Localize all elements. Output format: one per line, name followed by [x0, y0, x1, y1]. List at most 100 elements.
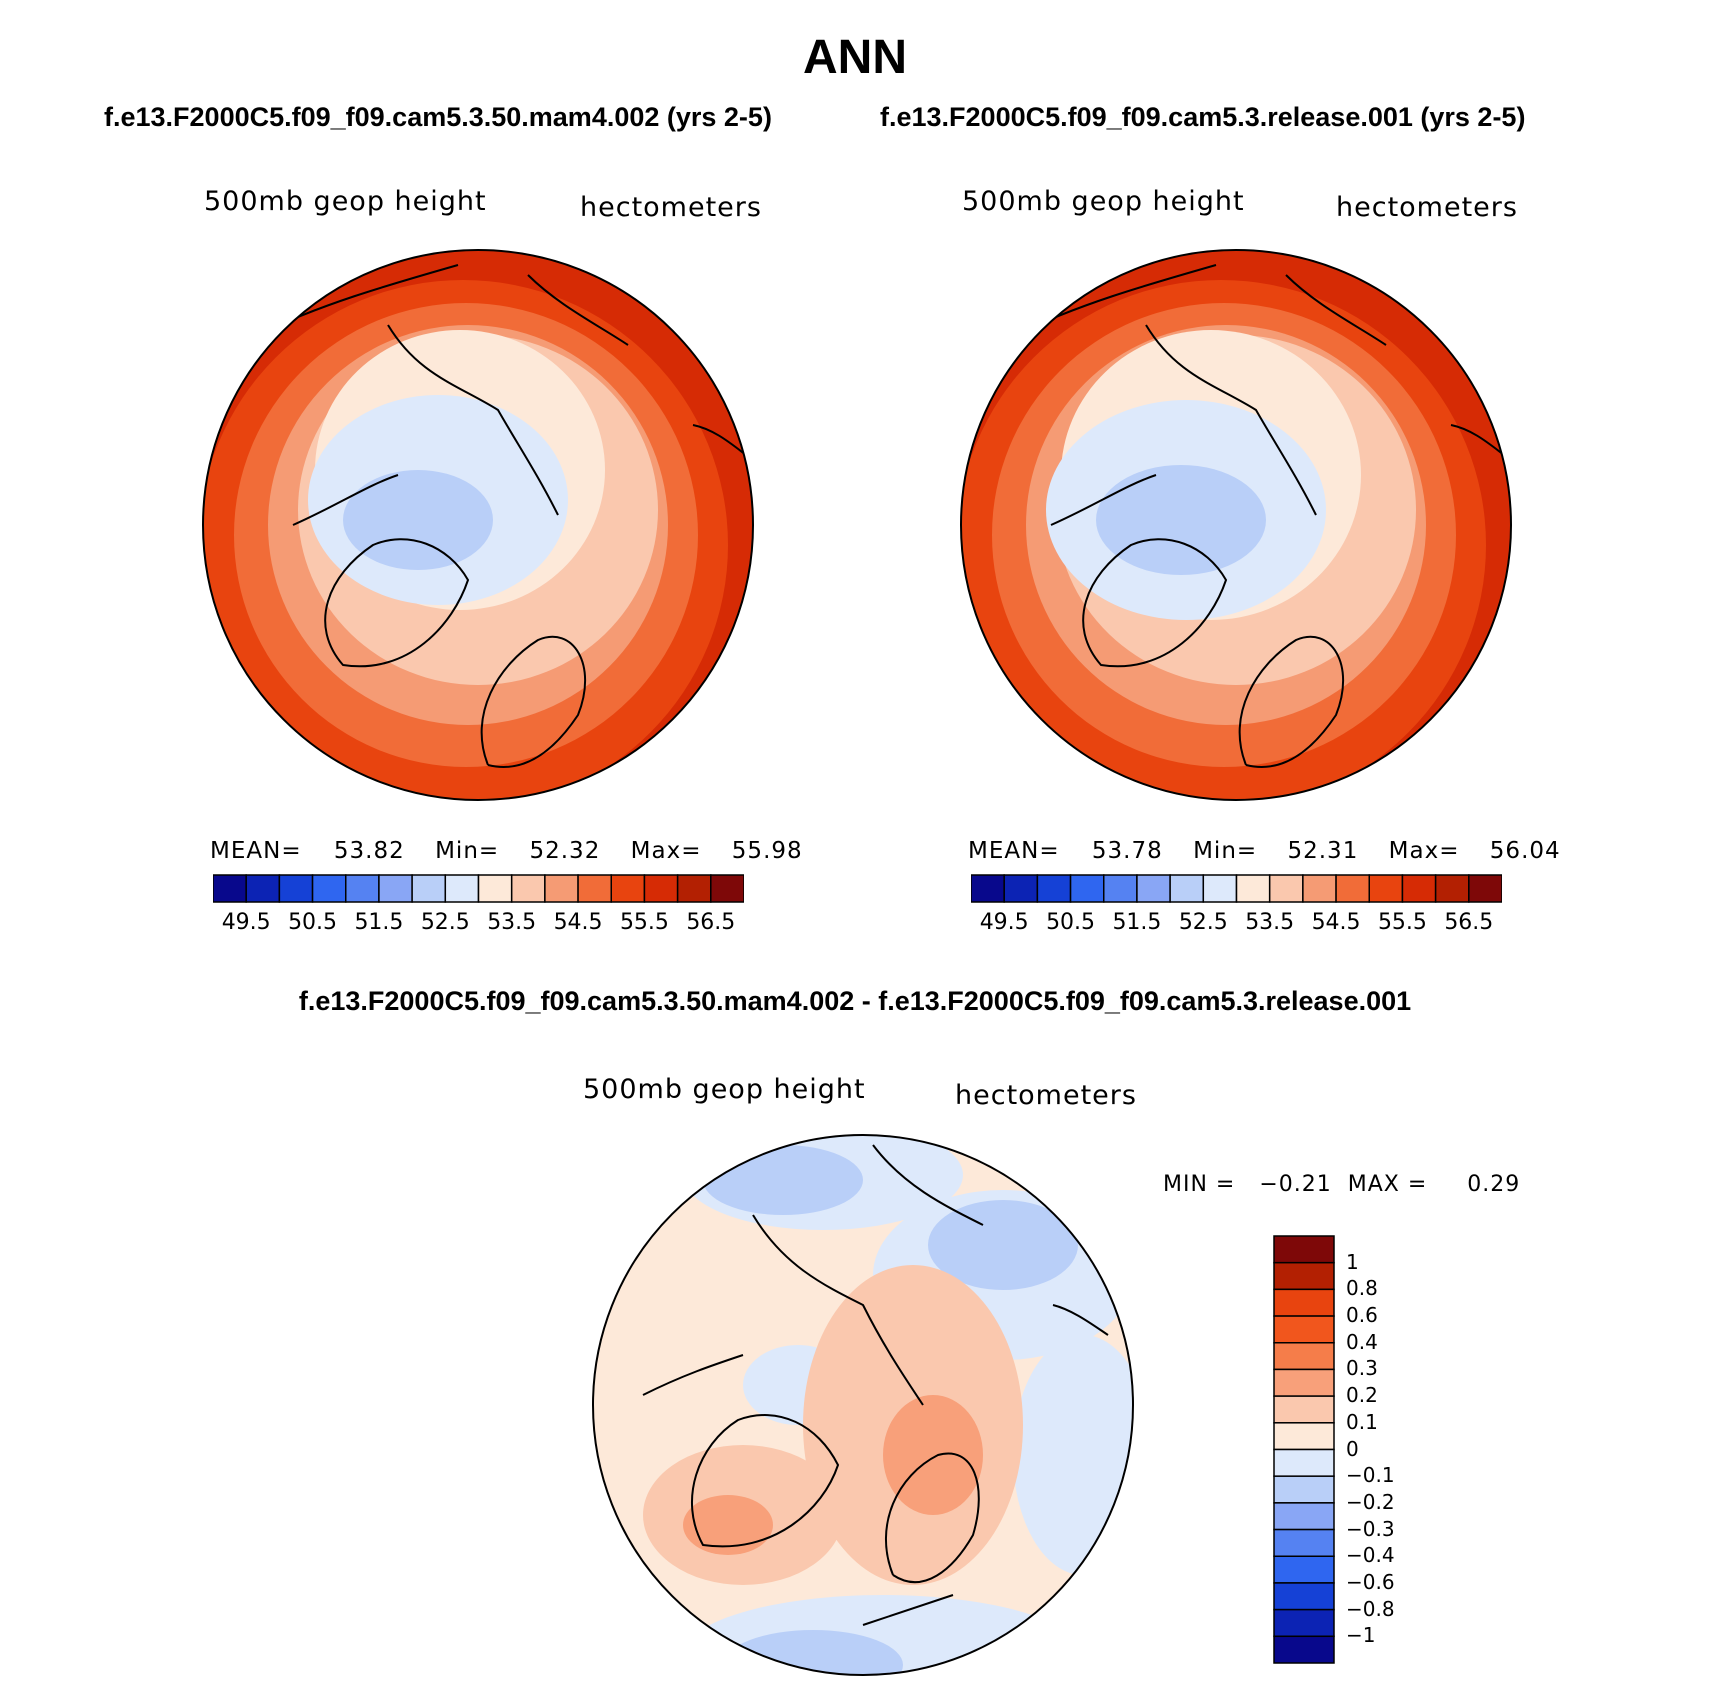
- panel2-variable: 500mb geop height: [962, 186, 1245, 217]
- colorbar-swatch: [510, 874, 546, 903]
- panel2-mean: 53.78: [1091, 838, 1163, 864]
- panel2-max-label: Max=: [1388, 838, 1460, 864]
- colorbar-swatch: [1468, 874, 1502, 903]
- colorbar-swatch: [1273, 1448, 1335, 1477]
- colorbar-label: 50.5: [1046, 910, 1096, 935]
- colorbar-label: 49.5: [979, 910, 1029, 935]
- colorbar-label: 0.8: [1346, 1276, 1378, 1301]
- colorbar-label: 54.5: [553, 910, 603, 935]
- panel2-map: [960, 249, 1512, 801]
- colorbar-swatch: [1273, 1261, 1335, 1291]
- panel2-band-52: [1096, 465, 1266, 575]
- colorbar-label: −0.3: [1346, 1516, 1395, 1541]
- panel2-units: hectometers: [1336, 192, 1518, 223]
- colorbar-swatch: [1273, 1528, 1335, 1557]
- panel1-colorbar-labels: 49.5 50.5 51.5 52.5 53.5 54.5 55.5 56.5: [195, 910, 765, 942]
- season-title: ANN: [803, 31, 907, 84]
- colorbar-swatch: [1368, 874, 1404, 903]
- panel1-max: 55.98: [731, 838, 803, 864]
- colorbar-swatch: [1003, 874, 1039, 903]
- colorbar-label: 51.5: [354, 910, 404, 935]
- diff-title: f.e13.F2000C5.f09_f09.cam5.3.50.mam4.002…: [298, 986, 1412, 1016]
- colorbar-label: −0.6: [1346, 1569, 1395, 1594]
- panel1-coastlines: [257, 264, 753, 768]
- colorbar-swatch: [1202, 874, 1238, 903]
- colorbar-swatch: [1273, 1475, 1335, 1504]
- panel1-variable: 500mb geop height: [204, 186, 487, 217]
- colorbar-label: 53.5: [487, 910, 537, 935]
- colorbar-swatch: [311, 874, 347, 903]
- diff-pos-core: [883, 1395, 983, 1515]
- colorbar-label: 55.5: [1377, 910, 1427, 935]
- case1-title: f.e13.F2000C5.f09_f09.cam5.3.50.mam4.002…: [104, 102, 772, 132]
- colorbar-swatch: [444, 874, 480, 903]
- colorbar-label: 55.5: [619, 910, 669, 935]
- panel1-mean-label: MEAN=: [210, 838, 302, 864]
- colorbar-label: 0: [1346, 1436, 1359, 1461]
- panel2-colorbar-labels: 49.5 50.5 51.5 52.5 53.5 54.5 55.5 56.5: [953, 910, 1523, 942]
- panel1-colorbar: [213, 874, 744, 903]
- colorbar-label: 0.3: [1346, 1356, 1378, 1381]
- colorbar-label: −0.1: [1346, 1463, 1395, 1488]
- panel2-stats: MEAN= 53.78 Min= 52.31 Max= 56.04: [968, 838, 1561, 864]
- colorbar-swatch: [710, 874, 744, 903]
- diff-colorbar: [1273, 1235, 1335, 1664]
- colorbar-swatch: [1273, 1502, 1335, 1531]
- diff-map-border: [592, 1134, 1134, 1676]
- colorbar-label: −1: [1346, 1623, 1376, 1648]
- colorbar-swatch: [1273, 1555, 1335, 1584]
- colorbar-swatch: [1273, 1582, 1335, 1611]
- panel2-map-border: [960, 249, 1512, 801]
- panel1-map-border: [202, 249, 754, 801]
- panel1-map: [202, 249, 754, 801]
- colorbar-swatch: [1273, 1315, 1335, 1344]
- colorbar-swatch: [1273, 1635, 1335, 1664]
- colorbar-label: 1: [1346, 1249, 1359, 1274]
- colorbar-swatch: [1169, 874, 1205, 903]
- colorbar-swatch: [971, 874, 1005, 903]
- diff-map: [592, 1134, 1134, 1676]
- panel2-colorbar: [971, 874, 1502, 903]
- panel1-max-label: Max=: [630, 838, 702, 864]
- colorbar-label: −0.8: [1346, 1596, 1395, 1621]
- colorbar-swatch: [411, 874, 447, 903]
- colorbar-label: 56.5: [1444, 910, 1494, 935]
- colorbar-label: 56.5: [686, 910, 736, 935]
- colorbar-label: 49.5: [221, 910, 271, 935]
- diff-neg-bottom-core: [723, 1630, 903, 1675]
- panel2-min: 52.31: [1287, 838, 1359, 864]
- colorbar-swatch: [1273, 1235, 1335, 1264]
- colorbar-swatch: [1273, 1422, 1335, 1451]
- panel1-units: hectometers: [580, 192, 762, 223]
- panel2-min-label: Min=: [1193, 838, 1258, 864]
- colorbar-swatch: [676, 874, 712, 903]
- diff-neg-right-core: [928, 1200, 1078, 1290]
- colorbar-swatch: [1235, 874, 1271, 903]
- panel1-min: 52.32: [529, 838, 601, 864]
- colorbar-swatch: [1273, 1608, 1335, 1638]
- colorbar-label: 53.5: [1245, 910, 1295, 935]
- colorbar-swatch: [643, 874, 679, 903]
- colorbar-label: 51.5: [1112, 910, 1162, 935]
- colorbar-swatch: [1273, 1395, 1335, 1424]
- colorbar-swatch: [1434, 874, 1470, 903]
- colorbar-swatch: [1268, 874, 1304, 903]
- diff-neg-top-core: [703, 1145, 863, 1215]
- panel2-max: 56.04: [1489, 838, 1561, 864]
- panel1-mean: 53.82: [333, 838, 405, 864]
- colorbar-label: −0.4: [1346, 1543, 1395, 1568]
- colorbar-label: 0.6: [1346, 1303, 1378, 1328]
- diff-minmax: MIN = −0.21 MAX = 0.29: [1163, 1172, 1521, 1197]
- panel1-stats: MEAN= 53.82 Min= 52.32 Max= 55.98: [210, 838, 803, 864]
- colorbar-swatch: [1273, 1342, 1335, 1371]
- colorbar-label: 0.1: [1346, 1409, 1378, 1434]
- colorbar-swatch: [245, 874, 281, 903]
- colorbar-swatch: [1335, 874, 1370, 903]
- colorbar-label: 52.5: [1178, 910, 1228, 935]
- case2-title: f.e13.F2000C5.f09_f09.cam5.3.release.001…: [880, 102, 1526, 132]
- colorbar-swatch: [1273, 1288, 1335, 1317]
- colorbar-swatch: [345, 874, 380, 903]
- colorbar-swatch: [610, 874, 646, 903]
- panel1-band-52: [343, 470, 493, 570]
- colorbar-swatch: [577, 874, 612, 903]
